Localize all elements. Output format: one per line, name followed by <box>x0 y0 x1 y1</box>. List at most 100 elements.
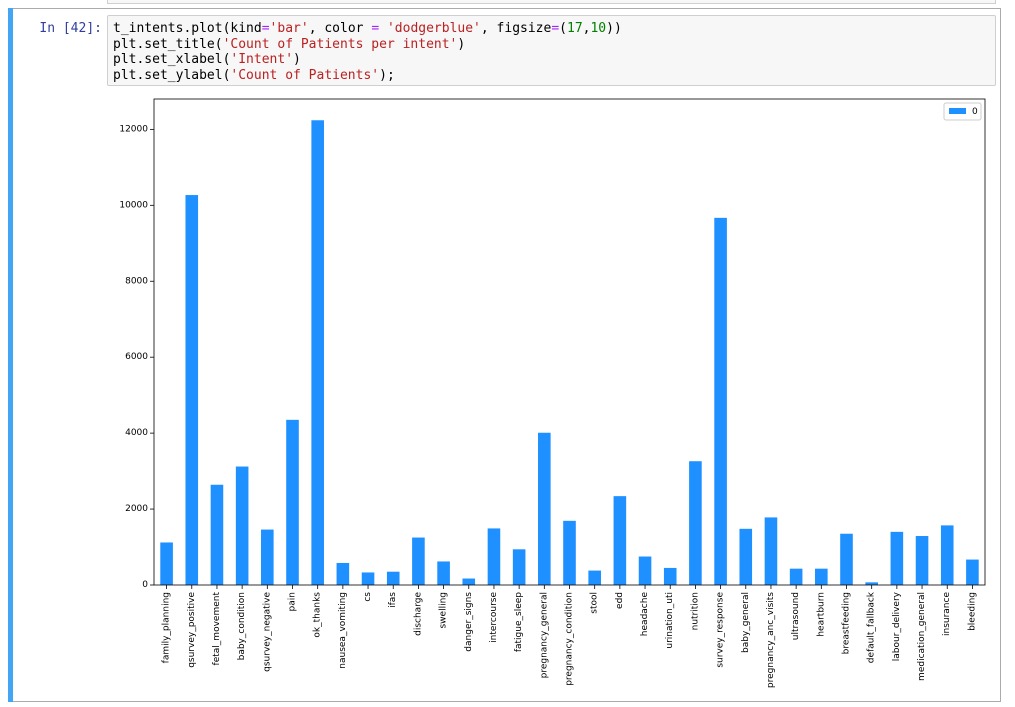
x-tick-label: ultrasound <box>791 592 801 640</box>
y-tick-label: 8000 <box>125 276 148 286</box>
code-token: 'bar' <box>269 21 309 36</box>
y-tick-label: 12000 <box>119 124 148 134</box>
x-tick-label: labour_delivery <box>892 591 902 661</box>
x-tick-label: headache <box>640 592 650 637</box>
x-tick-label: urination_uti <box>665 592 675 649</box>
plot-frame <box>153 98 986 586</box>
legend-label: 0 <box>972 107 978 117</box>
code-token: 10 <box>590 21 607 36</box>
bar <box>336 562 350 585</box>
x-tick-label: baby_general <box>741 592 751 653</box>
code-line: plt.set_ylabel('Count of Patients'); <box>113 68 395 83</box>
bar <box>311 120 324 585</box>
code-token: 17 <box>567 21 583 36</box>
x-tick-label: nutrition <box>690 592 700 630</box>
bar <box>412 537 425 585</box>
bar <box>386 571 400 585</box>
x-tick-label: breastfeeding <box>842 592 852 654</box>
x-tick-label: default_fallback <box>867 591 877 663</box>
bar-chart: family_planning qsurvey_positive fetal_mov… <box>119 98 986 688</box>
y-tick-label: 4000 <box>125 428 148 438</box>
bar <box>487 528 501 585</box>
y-tick-label: 10000 <box>119 200 148 210</box>
bar <box>286 419 299 585</box>
code-token: ( <box>559 21 567 36</box>
code-token: 'Intent' <box>230 52 294 67</box>
x-tick-label: fatigue_sleep <box>514 592 524 652</box>
x-tick-label: discharge <box>413 592 423 636</box>
code-token: ); <box>379 67 395 83</box>
x-tick-label: swelling <box>439 592 449 629</box>
code-token: , figsize <box>480 21 552 36</box>
code-text[interactable]: t_intents.plot(kind='bar', color = 'dodg… <box>113 21 622 83</box>
x-tick-label: fetal_movement <box>212 592 222 666</box>
notebook-cell[interactable] <box>8 8 1001 702</box>
code-token: , color <box>308 21 372 36</box>
y-tick-label: 2000 <box>125 504 148 514</box>
bar <box>538 432 551 585</box>
bar <box>361 572 375 585</box>
bar <box>235 466 249 585</box>
bar <box>739 528 753 585</box>
code-token: 'dodgerblue' <box>386 21 481 36</box>
x-tick-label: baby_condition <box>237 592 247 660</box>
x-tick-label: qsurvey_positive <box>187 592 197 668</box>
x-tick-label: ok_thanks <box>313 592 323 638</box>
code-token: 'Count of Patients' <box>230 67 380 83</box>
bar <box>185 195 199 585</box>
bar <box>966 559 979 585</box>
code-line: plt.set_xlabel('Intent') <box>113 52 301 67</box>
code-token: ) <box>457 36 466 52</box>
x-tick-label: survey_response <box>716 592 726 668</box>
code-token: ) <box>293 52 301 67</box>
x-tick-label: bleeding <box>967 592 977 631</box>
code-token <box>379 21 387 36</box>
bar <box>940 525 954 585</box>
x-tick-label: pregnancy_condition <box>565 592 575 686</box>
bar <box>714 217 727 585</box>
code-token: plt.set_title( <box>113 36 223 52</box>
legend-swatch <box>949 108 966 114</box>
bar <box>437 561 450 585</box>
y-tick-label: 6000 <box>125 352 148 362</box>
code-token: 'Count of Patients per intent' <box>222 36 458 52</box>
x-tick-label: insurance <box>942 592 952 636</box>
previous-cell-edge <box>107 0 996 4</box>
bar <box>789 568 803 585</box>
bar <box>160 542 173 585</box>
code-token: plt.set_xlabel( <box>113 52 231 67</box>
bar <box>462 578 476 585</box>
code-token: t_intents.plot(kind <box>113 21 262 36</box>
bar <box>563 520 576 585</box>
x-tick-label: medication_general <box>917 592 927 681</box>
bar <box>613 496 627 585</box>
x-tick-label: pain <box>288 592 298 611</box>
code-input[interactable]: t_intents.plot(kind='bar', color = 'dodg… <box>107 15 996 86</box>
x-tick-label: heartburn <box>816 592 826 637</box>
bar <box>261 529 274 585</box>
code-line: t_intents.plot(kind='bar', color = 'dodg… <box>113 21 622 36</box>
code-token: plt.set_ylabel( <box>113 67 231 83</box>
bar <box>512 549 526 585</box>
x-tick-label: cs <box>363 592 373 602</box>
x-tick-label: pregnancy_general <box>539 592 549 678</box>
bar <box>210 484 224 585</box>
code-token: = <box>371 21 380 36</box>
code-token: )) <box>606 21 622 36</box>
bar <box>764 517 778 585</box>
bar <box>689 461 702 585</box>
bar <box>865 582 878 585</box>
x-tick-label: family_planning <box>162 592 172 663</box>
x-tick-label: ifas <box>388 592 398 608</box>
cell-selection-bar <box>8 8 13 702</box>
code-token: = <box>551 21 560 36</box>
input-prompt: In [42]: <box>39 21 102 36</box>
bar <box>815 568 828 585</box>
code-token: = <box>261 21 270 36</box>
x-tick-label: intercourse <box>489 592 499 643</box>
x-tick-label: qsurvey_negative <box>262 592 272 672</box>
code-token: , <box>582 21 591 36</box>
x-tick-label: pregnancy_anc_visits <box>766 592 776 688</box>
code-line: plt.set_title('Count of Patients per int… <box>113 37 465 52</box>
bar <box>915 536 929 585</box>
